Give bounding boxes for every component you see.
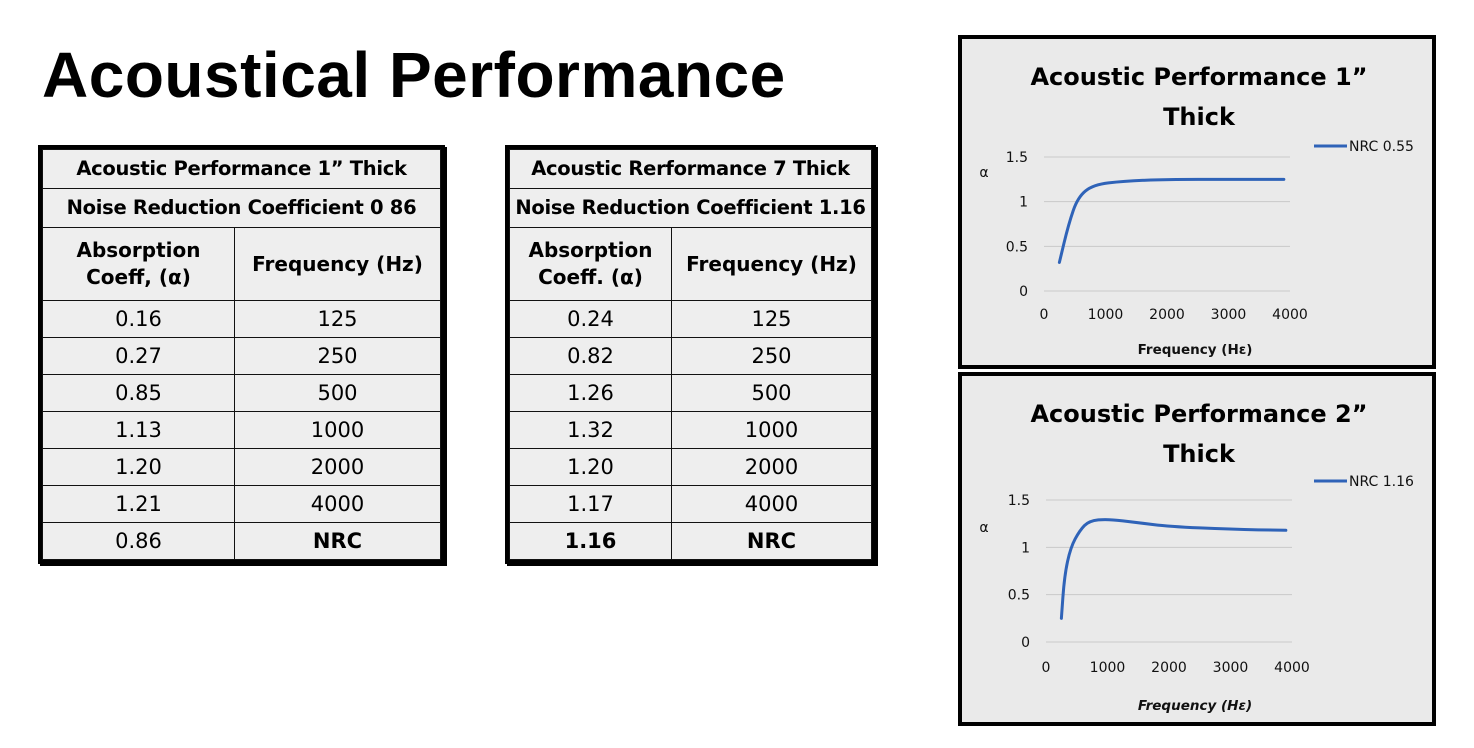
frequency-cell: 4000 — [233, 485, 442, 523]
x-tick-label: 1000 — [1090, 660, 1126, 676]
chart-title-line2: Thick — [1163, 440, 1236, 468]
frequency-cell: 125 — [671, 300, 872, 338]
frequency-cell: 4000 — [671, 485, 872, 523]
coeff-cell: 1.17 — [509, 485, 672, 523]
x-tick-label: 0 — [1042, 660, 1051, 676]
x-tick-label: 4000 — [1274, 660, 1310, 676]
chart-title-line2: Thick — [1163, 103, 1236, 131]
column-header-coeff-line1: Absorption — [76, 238, 201, 262]
x-axis-title: Frequency (Hε) — [1138, 698, 1252, 714]
table-2-frame: Acoustic Rerformance 7 Thick Noise Reduc… — [505, 145, 876, 564]
x-tick-label: 1000 — [1088, 307, 1124, 323]
x-tick-label: 3000 — [1213, 660, 1249, 676]
coeff-cell: 0.86 — [42, 522, 235, 560]
y-tick-label: 0.5 — [1008, 588, 1030, 604]
series-line — [1057, 177, 1286, 264]
table-row: 1.32 1000 — [509, 411, 872, 449]
coeff-cell: 0.82 — [509, 337, 672, 375]
chart-panel-2: Acoustic Performance 2” Thick 0 0.5 1 1.5 0 100… — [958, 372, 1436, 726]
coeff-cell: 1.32 — [509, 411, 672, 449]
frequency-cell: 500 — [233, 374, 442, 412]
frequency-cell: NRC — [671, 522, 872, 560]
table-row-nrc: 1.16 NRC — [509, 522, 872, 560]
y-tick-label: 1 — [1021, 540, 1030, 556]
coeff-cell: 0.24 — [509, 300, 672, 338]
x-tick-label: 2000 — [1149, 307, 1185, 323]
frequency-cell: 2000 — [233, 448, 442, 486]
frequency-cell: 250 — [671, 337, 872, 375]
table-row: 0.82 250 — [509, 337, 872, 375]
coeff-cell: 1.16 — [509, 522, 672, 560]
coeff-cell: 0.85 — [42, 374, 235, 412]
table-row: 0.24 125 — [509, 300, 872, 338]
legend-entry: NRC 0.55 — [1349, 139, 1414, 155]
table-row-nrc: 0.86 NRC — [42, 522, 442, 560]
frequency-cell: 1000 — [671, 411, 872, 449]
chart-title-line1: Acoustic Performance 1” — [1030, 63, 1367, 91]
chart-panel-1: Acoustic Performance 1” Thick 0 0.5 1 1.5 0 100… — [958, 35, 1436, 369]
coeff-cell: 1.13 — [42, 411, 235, 449]
x-tick-label: 0 — [1040, 307, 1049, 323]
frequency-cell: 500 — [671, 374, 872, 412]
coeff-cell: 0.27 — [42, 337, 235, 375]
coeff-cell: 0.16 — [42, 300, 235, 338]
y-tick-label: 0 — [1019, 284, 1028, 300]
table-row: 1.13 1000 — [42, 411, 442, 449]
table-heading-thickness: Acoustic Rerformance 7 Thick — [509, 149, 872, 189]
absorption-table-1: Acoustic Performance 1” Thick Noise Redu… — [41, 149, 442, 560]
table-row: 1.26 500 — [509, 374, 872, 412]
table-row: 0.85 500 — [42, 374, 442, 412]
table-row: 0.27 250 — [42, 337, 442, 375]
page-title: Acoustical Performance — [42, 39, 786, 111]
y-tick-label: 1 — [1019, 195, 1028, 211]
y-tick-label: 1.5 — [1006, 150, 1028, 166]
column-header-frequency: Frequency (Hz) — [671, 227, 872, 301]
frequency-cell: 125 — [233, 300, 442, 338]
column-header-coeff-line2: Coeff, (α) — [86, 265, 191, 289]
x-tick-label: 3000 — [1211, 307, 1247, 323]
chart-2-svg: Acoustic Performance 2” Thick 0 0.5 1 1.5 0 100… — [979, 400, 1414, 714]
table-row: 1.17 4000 — [509, 485, 872, 523]
column-header-coeff: Absorption Coeff, (α) — [42, 227, 235, 301]
coeff-cell: 1.20 — [509, 448, 672, 486]
frequency-cell: 1000 — [233, 411, 442, 449]
frequency-cell: 250 — [233, 337, 442, 375]
coeff-cell: 1.20 — [42, 448, 235, 486]
y-tick-label: 1.5 — [1008, 493, 1030, 509]
table-heading-thickness: Acoustic Performance 1” Thick — [41, 149, 442, 189]
column-header-coeff-line1: Absorption — [528, 238, 653, 262]
x-axis-title: Frequency (Hε) — [1138, 342, 1253, 358]
legend-entry: NRC 1.16 — [1349, 474, 1414, 490]
column-header-frequency: Frequency (Hz) — [233, 227, 442, 301]
x-tick-label: 2000 — [1151, 660, 1187, 676]
y-tick-label: 0.5 — [1006, 239, 1028, 255]
x-tick-label: 4000 — [1272, 307, 1308, 323]
coeff-cell: 1.21 — [42, 485, 235, 523]
table-row: 1.20 2000 — [42, 448, 442, 486]
column-header-coeff: Absorption Coeff. (α) — [509, 227, 672, 301]
table-row: 1.20 2000 — [509, 448, 872, 486]
chart-title-line1: Acoustic Performance 2” — [1030, 400, 1367, 428]
y-axis-title: α — [979, 520, 988, 536]
chart-1-svg: Acoustic Performance 1” Thick 0 0.5 1 1.5 0 100… — [979, 63, 1414, 358]
y-tick-label: 0 — [1021, 635, 1030, 651]
table-row: 0.16 125 — [42, 300, 442, 338]
table-heading-nrc: Noise Reduction Coefficient 1.16 — [509, 188, 872, 228]
table-row: 1.21 4000 — [42, 485, 442, 523]
coeff-cell: 1.26 — [509, 374, 672, 412]
frequency-cell: NRC — [233, 522, 442, 560]
series-line — [1059, 518, 1288, 620]
column-header-coeff-line2: Coeff. (α) — [538, 265, 643, 289]
table-1-frame: Acoustic Performance 1” Thick Noise Redu… — [38, 145, 446, 564]
table-heading-nrc: Noise Reduction Coefficient 0 86 — [41, 188, 442, 228]
y-axis-title: α — [979, 165, 988, 181]
frequency-cell: 2000 — [671, 448, 872, 486]
absorption-table-2: Acoustic Rerformance 7 Thick Noise Reduc… — [509, 149, 872, 560]
